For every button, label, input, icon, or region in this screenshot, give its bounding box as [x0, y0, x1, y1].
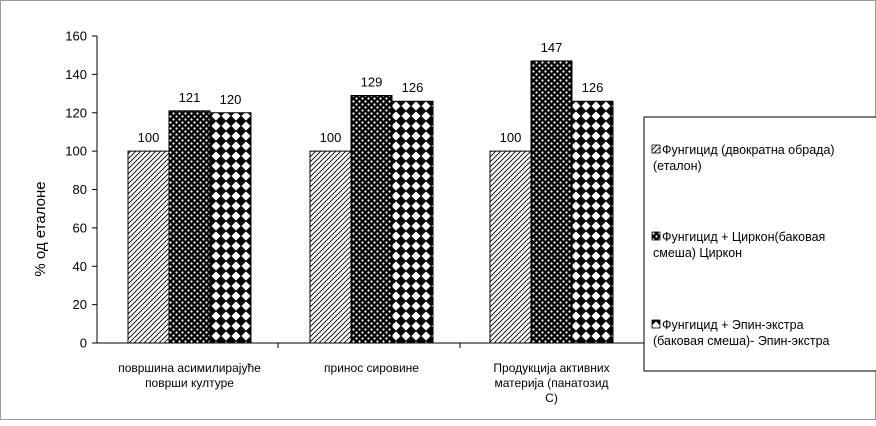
y-tick-label: 60: [73, 220, 87, 235]
bar: [168, 110, 211, 344]
axes: 0 20 40 60 80 100 120 140 160: [65, 29, 645, 351]
data-label: 120: [220, 92, 242, 107]
data-label: 147: [541, 40, 563, 55]
bar: [391, 100, 434, 344]
bar: [309, 150, 352, 344]
y-tick-label: 80: [73, 182, 87, 197]
data-label: 100: [500, 130, 522, 145]
category-label: принос сировине: [324, 361, 419, 375]
y-tick-label: 40: [73, 259, 87, 274]
legend-label: Фунгицид + Эпин-экстра (баковая смеша)- Э…: [653, 318, 830, 348]
bar: [489, 150, 532, 344]
legend-swatch: [651, 231, 661, 241]
y-tick-label: 140: [65, 67, 87, 82]
category-label: површина асимилирајуће површи културе: [118, 361, 261, 390]
data-label: 100: [320, 130, 342, 145]
legend: Фунгицид (двократна обрада) (еталон) Фунги…: [643, 116, 876, 372]
bar: [530, 60, 573, 344]
bars: [127, 60, 614, 344]
y-tick-label: 0: [80, 336, 87, 351]
data-label: 121: [179, 90, 201, 105]
legend-label: Фунгицид + Циркон(баковая смеша) Циркон: [653, 230, 825, 260]
legend-swatch: [651, 319, 661, 329]
bar: [571, 100, 614, 344]
legend-box: [643, 116, 876, 372]
legend-label: Фунгицид (двократна обрада) (еталон): [653, 143, 835, 173]
y-tick-label: 100: [65, 144, 87, 159]
bar: [350, 94, 393, 344]
bar: [127, 150, 170, 344]
category-labels: површина асимилирајуће површи културе прин…: [118, 361, 609, 405]
data-label: 126: [582, 80, 604, 95]
category-label: Продукција активних материја (панатозид С): [493, 361, 609, 405]
data-label: 129: [361, 74, 383, 89]
data-label: 100: [138, 130, 160, 145]
data-label: 126: [402, 80, 424, 95]
y-tick-label: 120: [65, 105, 87, 120]
y-tick-label: 160: [65, 29, 87, 44]
legend-swatch: [651, 144, 661, 154]
y-axis-label: % од еталоне: [32, 181, 49, 276]
y-tick-label: 20: [73, 297, 87, 312]
data-labels: 100 100 100 121 129 147 120 126 126: [138, 40, 604, 145]
bar: [209, 112, 252, 344]
